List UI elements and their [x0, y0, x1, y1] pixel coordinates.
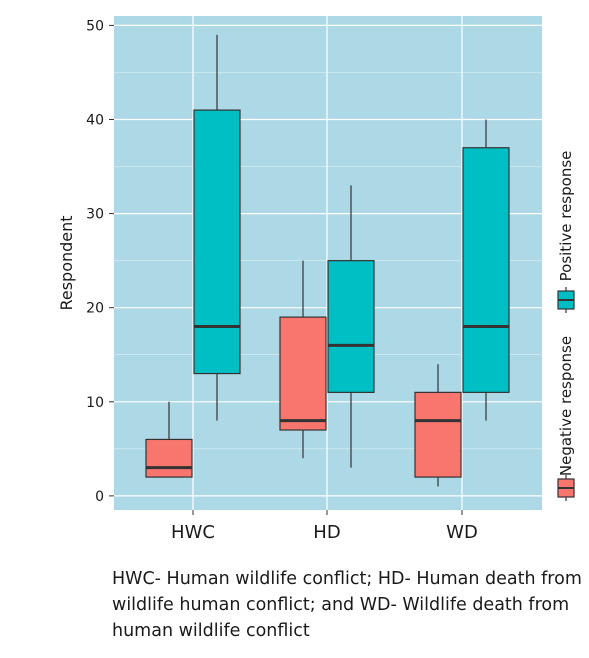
box-series	[145, 34, 510, 487]
box-wd-positive	[462, 119, 510, 421]
box-body	[327, 260, 375, 393]
box-body	[193, 109, 241, 375]
box-body	[414, 391, 462, 478]
box-body	[462, 147, 510, 393]
box-plot-chart: 0 10 20 30 40 50 HWC HD WD Respondent Negative …	[57, 16, 575, 543]
box-hwc-negative	[145, 401, 193, 478]
y-tick-label: 0	[95, 489, 104, 505]
legend: Negative response Positive response	[557, 151, 575, 501]
y-tick-label: 20	[86, 301, 104, 317]
y-tick-label: 10	[86, 395, 104, 411]
box-wd-negative	[414, 364, 462, 487]
y-tick-label: 50	[86, 18, 104, 34]
y-axis-title: Respondent	[57, 215, 76, 310]
x-category-label: HD	[313, 522, 340, 543]
y-axis-ticks: 0 10 20 30 40 50	[86, 18, 114, 505]
legend-item: Positive response	[557, 151, 575, 313]
x-category-label: WD	[446, 522, 478, 543]
box-hwc-positive	[193, 34, 241, 421]
x-category-label: HWC	[171, 522, 215, 543]
x-axis-categories: HWC HD WD	[171, 510, 478, 543]
y-tick-label: 30	[86, 207, 104, 223]
box-body	[145, 438, 193, 478]
legend-item: Negative response	[557, 336, 575, 501]
box-body	[279, 316, 327, 431]
box-hd-positive	[327, 185, 375, 468]
box-hd-negative	[279, 260, 327, 459]
figure-caption: HWC- Human wildlife conflict; HD- Human …	[112, 569, 582, 641]
y-tick-label: 40	[86, 113, 104, 129]
legend-label: Negative response	[557, 336, 575, 476]
legend-label: Positive response	[557, 151, 575, 282]
